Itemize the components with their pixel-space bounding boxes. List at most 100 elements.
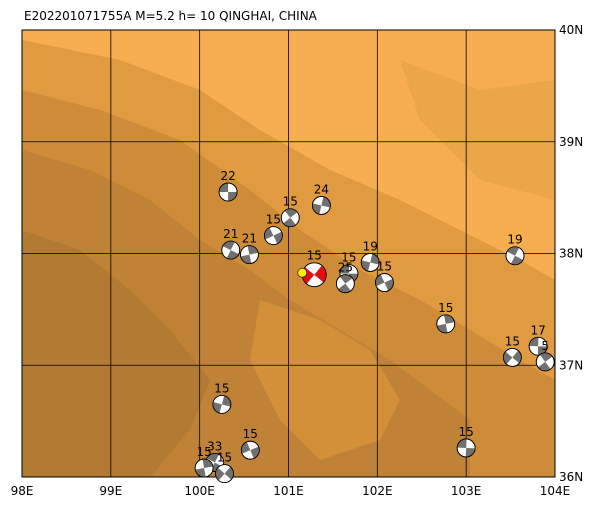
depth-label: 15 <box>505 334 520 348</box>
beachball-outline <box>456 438 476 458</box>
depth-label: 15 <box>243 427 258 441</box>
beachball-quadrant <box>503 351 513 365</box>
depth-label: 21 <box>242 232 257 246</box>
beachball-quadrant <box>370 253 380 265</box>
beachball-quadrant <box>339 264 350 274</box>
beachball-quadrant <box>375 274 385 287</box>
beachball-quadrant <box>224 466 234 480</box>
beachball-outline <box>240 440 260 460</box>
beachball-quadrant <box>283 217 296 227</box>
y-tick-label: 39N <box>559 135 583 149</box>
x-tick-label: 104E <box>540 484 571 498</box>
depth-label: 19 <box>507 233 522 247</box>
depth-label: 15 <box>377 260 392 274</box>
focal-mechanism <box>505 246 525 266</box>
beachball-quadrant <box>321 196 331 208</box>
focal-mechanism <box>240 440 260 460</box>
focal-mechanism <box>456 438 476 458</box>
epicenter <box>297 267 308 278</box>
depth-label: 15 <box>307 249 322 263</box>
focal-mechanism <box>436 314 456 334</box>
depth-label: 15 <box>266 213 281 227</box>
focal-mechanism <box>280 208 300 228</box>
focal-mechanism <box>263 226 283 246</box>
x-tick-label: 101E <box>273 484 304 498</box>
focal-mechanism <box>360 253 380 272</box>
depth-label: 33 <box>207 439 222 453</box>
x-tick-label: 103E <box>451 484 482 498</box>
beachball-outline <box>280 208 300 228</box>
beachball-quadrant <box>512 350 522 364</box>
beachball-quadrant <box>215 467 225 481</box>
beachball-outline <box>335 274 355 294</box>
beachball-quadrant <box>240 254 252 264</box>
beachball-quadrant <box>510 255 524 265</box>
depth-label: 15 <box>459 425 474 439</box>
beachball-quadrant <box>312 203 322 215</box>
focal-mechanism <box>218 182 238 202</box>
beachball-outline <box>311 196 331 215</box>
depth-label: 15 <box>341 251 356 265</box>
focal-mechanism <box>221 240 241 260</box>
beachball-outline <box>221 240 241 260</box>
beachball-outline <box>360 253 380 272</box>
beachball-quadrant <box>228 192 238 202</box>
beachball-quadrant <box>537 346 548 356</box>
beachball-outline <box>436 314 456 334</box>
focal-mechanism <box>194 458 214 478</box>
beachball-outline <box>194 458 214 478</box>
focal-mechanism <box>215 464 234 484</box>
beachball-quadrant <box>443 314 455 324</box>
map-title: E202201071755A M=5.2 h= 10 QINGHAI, CHIN… <box>24 9 318 23</box>
depth-label: 25 <box>338 261 353 275</box>
y-tick-label: 37N <box>559 358 583 372</box>
beachball-quadrant <box>226 250 239 260</box>
beachball-outline <box>218 182 238 202</box>
focal-mechanism <box>502 348 522 367</box>
beachball-quadrant <box>384 278 394 291</box>
depth-label: 5 <box>541 339 549 353</box>
depth-label: 15 <box>438 301 453 315</box>
beachball-quadrant <box>250 446 260 459</box>
x-tick-label: 100E <box>184 484 215 498</box>
beachball-quadrant <box>361 260 371 272</box>
beachball-quadrant <box>338 283 351 293</box>
beachball-quadrant <box>339 274 353 284</box>
beachball-quadrant <box>539 352 553 362</box>
y-tick-label: 38N <box>559 247 583 261</box>
focal-mechanism <box>335 274 355 294</box>
beachball-quadrant <box>195 468 206 478</box>
main-event <box>297 262 327 288</box>
beachball-quadrant <box>507 246 520 256</box>
depth-label: 15 <box>214 381 229 395</box>
beachball-quadrant <box>202 459 213 469</box>
beachball-outline <box>212 394 232 414</box>
beachball-quadrant <box>436 323 448 333</box>
depth-label: 24 <box>314 182 329 196</box>
y-tick-label: 36N <box>559 470 583 484</box>
beachball-quadrant <box>241 441 251 454</box>
beachball-quadrant <box>273 231 283 244</box>
y-tick-label: 40N <box>559 23 583 37</box>
beachball-quadrant <box>219 183 229 193</box>
beachball-outline <box>535 352 555 372</box>
depth-label: 19 <box>363 239 378 253</box>
depth-label: 15 <box>283 195 298 209</box>
beachball-outline <box>375 273 394 292</box>
focal-mechanism <box>311 196 331 215</box>
beachball-quadrant <box>314 265 327 283</box>
beachball-outline <box>240 245 259 265</box>
beachball-quadrant <box>247 245 259 255</box>
focal-mechanism <box>375 273 394 292</box>
depth-label: 22 <box>220 169 235 183</box>
beachball-quadrant <box>465 447 476 457</box>
beachball-quadrant <box>222 241 235 251</box>
depth-label: 17 <box>530 323 545 337</box>
beachball-quadrant <box>264 227 274 240</box>
beachball-outline <box>263 226 283 246</box>
beachball-quadrant <box>537 361 551 371</box>
beachball-outline <box>215 464 234 484</box>
beachball-quadrant <box>206 453 220 463</box>
focal-mechanism <box>212 394 232 414</box>
